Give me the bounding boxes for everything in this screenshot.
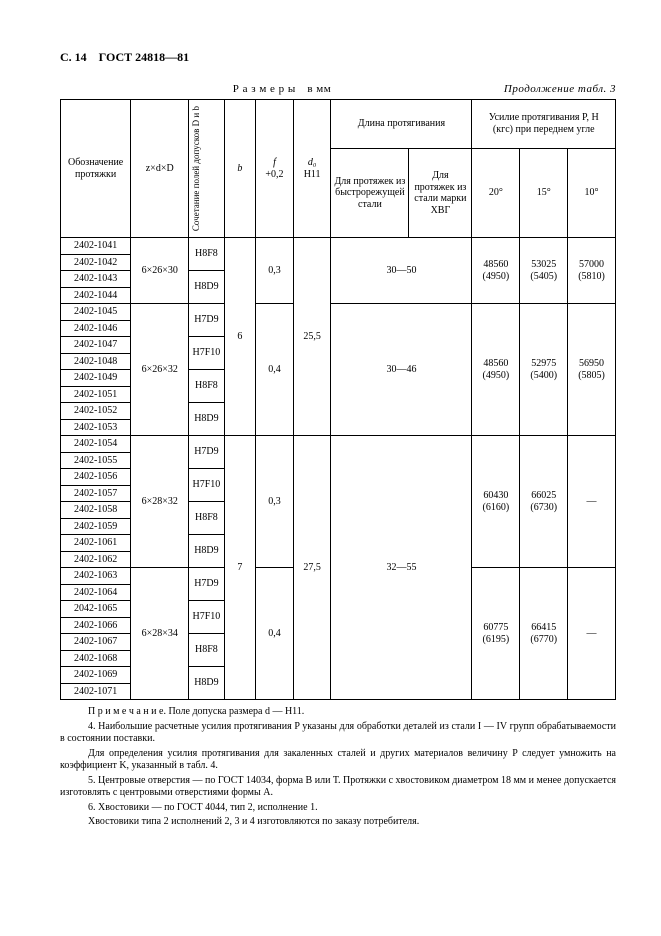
col-b: b <box>224 100 256 238</box>
table-note: П р и м е ч а н и е. Поле допуска размер… <box>60 706 616 719</box>
col-group-length: Длина протягивания <box>331 100 472 149</box>
table-row: 2402-1041 6×26×30 H8F8 6 0,3 25,5 30—50 … <box>61 238 616 255</box>
paragraph-6b: Хвостовики типа 2 исполнений 2, 3 и 4 из… <box>60 816 616 829</box>
col-10: 10° <box>568 148 616 237</box>
col-fit: Сочетание полей допусков D и b <box>189 100 224 238</box>
col-len-hvg: Для протяжек из стали марки ХВГ <box>409 148 472 237</box>
spec-table: Обозначение протяжки z×d×D Сочетание пол… <box>60 99 616 700</box>
col-f: f +0,2 <box>256 100 294 238</box>
col-d0: d₀ H11 <box>293 100 331 238</box>
paragraph-6: 6. Хвостовики — по ГОСТ 4044, тип 2, исп… <box>60 802 616 815</box>
col-15: 15° <box>520 148 568 237</box>
dimensions-label: Р а з м е р ы в мм <box>233 83 331 95</box>
col-group-force: Усилие протягивания P, H(кгс) при передн… <box>472 100 616 149</box>
table-body: 2402-1041 6×26×30 H8F8 6 0,3 25,5 30—50 … <box>61 238 616 700</box>
table-row: 2402-1045 6×26×32 H7D9 0,4 30—46 48560(4… <box>61 304 616 321</box>
table-head: Обозначение протяжки z×d×D Сочетание пол… <box>61 100 616 238</box>
col-20: 20° <box>472 148 520 237</box>
paragraph-5: 5. Центровые отверстия — по ГОСТ 14034, … <box>60 775 616 800</box>
paragraph-4b: Для определения усилия протягивания для … <box>60 748 616 773</box>
continuation-label: Продолжение табл. 3 <box>504 83 616 95</box>
col-zdD: z×d×D <box>131 100 189 238</box>
col-len-fast: Для протяжек из быстрорежущей стали <box>331 148 409 237</box>
table-row: 2402-1054 6×28×32 H7D9 7 0,3 27,5 32—55 … <box>61 436 616 453</box>
page: С. 14 ГОСТ 24818—81 Р а з м е р ы в мм П… <box>0 0 661 936</box>
table-caption-row: Р а з м е р ы в мм Продолжение табл. 3 <box>60 83 616 95</box>
paragraph-4: 4. Наибольшие расчетные усилия протягива… <box>60 721 616 746</box>
col-designation: Обозначение протяжки <box>61 100 131 238</box>
page-header: С. 14 ГОСТ 24818—81 <box>60 50 616 65</box>
